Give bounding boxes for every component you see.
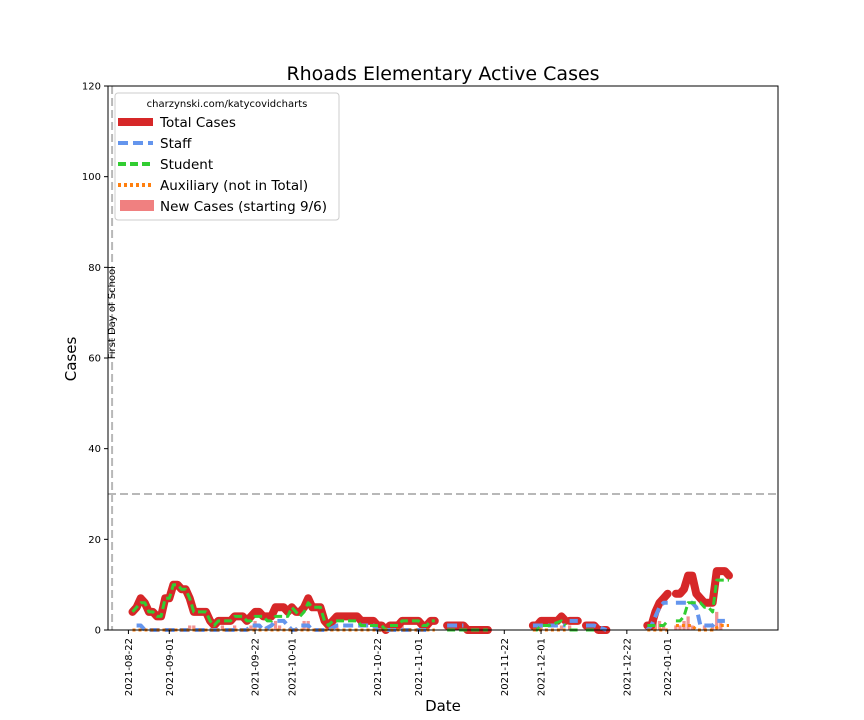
x-tick-label: 2021-10-01 [287,638,298,696]
new-cases-bar [220,625,225,630]
new-cases-bar [674,625,678,630]
staff-line [675,600,725,628]
y-tick-label: 60 [88,354,101,365]
y-tick-label: 100 [82,172,101,183]
chart-title: Rhoads Elementary Active Cases [286,63,599,85]
y-tick-label: 80 [88,263,101,274]
student-line [675,578,729,623]
new-cases-bar [715,611,719,630]
new-cases-bar [539,625,543,630]
staff-line [586,623,608,632]
x-axis: 2021-08-22 2021-09-01 2021-09-22 2021-10-01… [124,630,674,696]
legend-label: Staff [160,136,192,152]
new-cases-bar [400,625,404,630]
reference-lines [108,86,778,630]
student-line [131,583,435,632]
y-axis: 0 20 40 60 80 100 120 [82,82,108,637]
x-tick-label: 2021-11-01 [414,638,425,696]
new-cases-bar [690,625,694,630]
total-cases-line [671,567,733,607]
legend-label: Auxiliary (not in Total) [160,178,308,194]
new-cases-bar [678,625,682,630]
y-tick-label: 120 [82,82,101,93]
new-cases-bar [568,625,572,630]
student-line [647,619,669,627]
new-cases-bar [277,625,282,630]
staff-line [136,618,431,632]
x-tick-label: 2021-11-22 [500,638,511,696]
y-tick-label: 20 [88,535,101,546]
x-axis-label: Date [425,697,461,715]
x-tick-label: 2021-12-22 [622,638,633,696]
x-tick-label: 2021-09-01 [165,638,176,696]
new-cases-bar [192,625,196,630]
legend-label: New Cases (starting 9/6) [160,199,327,215]
x-tick-label: 2021-08-22 [124,638,135,696]
legend-title: charzynski.com/katycovidcharts [147,99,308,110]
x-tick-label: 2021-12-01 [537,638,548,696]
new-cases-bar [249,625,253,630]
x-tick-label: 2021-09-22 [251,638,262,696]
x-tick-label: 2021-10-22 [373,638,384,696]
new-cases-bar [711,625,715,630]
x-tick-label: 2022-01-01 [663,638,674,696]
new-cases-bar [559,625,564,630]
new-cases-bar [702,625,707,630]
legend-swatch [120,200,154,211]
y-axis-label: Cases [62,337,80,382]
y-tick-label: 40 [88,444,101,455]
new-cases-bar [188,625,192,630]
new-cases-bar [661,625,666,630]
y-tick-label: 0 [95,626,101,637]
first-day-of-school-label: First Day of School [107,266,118,359]
new-cases-bar [273,620,278,630]
legend: charzynski.com/katycovidcharts Total Case… [114,92,340,221]
legend-label: Student [160,157,213,173]
legend-box [114,92,340,221]
new-cases-bar [233,625,237,630]
legend-label: Total Cases [159,115,236,131]
new-cases-bar [686,616,690,630]
